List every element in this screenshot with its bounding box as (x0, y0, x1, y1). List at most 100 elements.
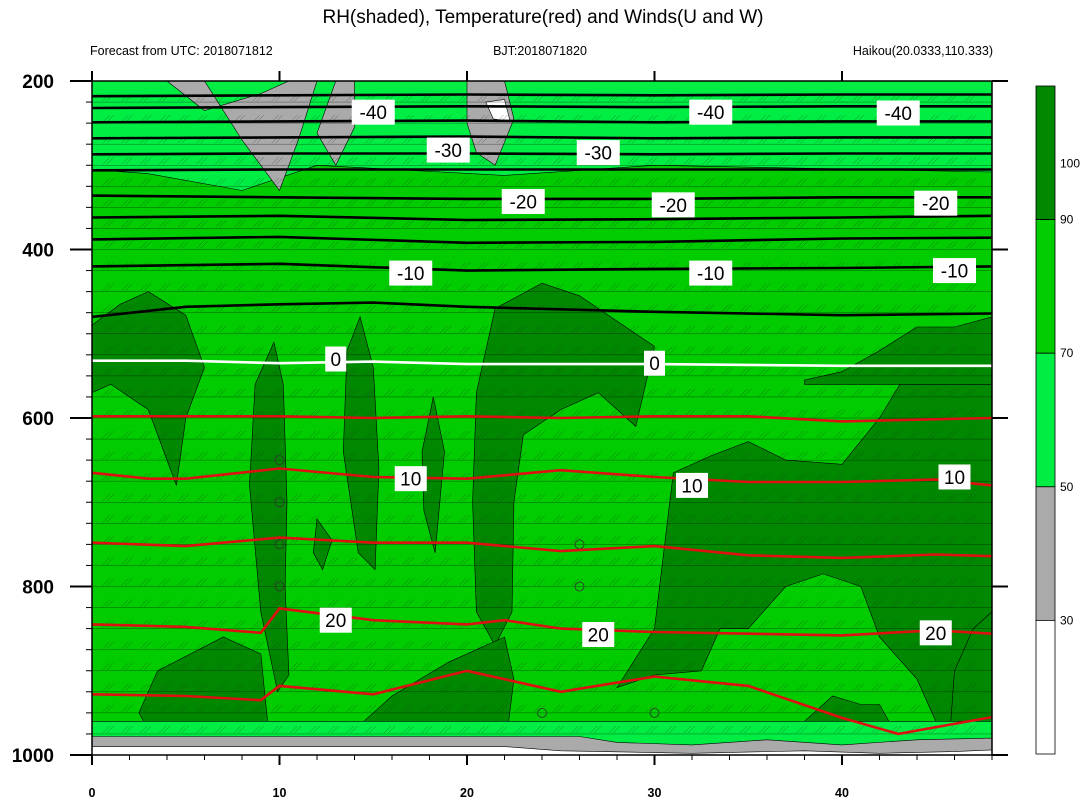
wind-barb (181, 220, 189, 228)
wind-barb (950, 283, 958, 291)
wind-barb (515, 178, 523, 186)
wind-barb (106, 325, 114, 333)
wind-barb (837, 430, 846, 439)
wind-barb (687, 620, 696, 628)
wind-barb (312, 704, 321, 713)
wind-barb (144, 199, 152, 207)
wind-barb (200, 494, 208, 502)
wind-barb (271, 620, 279, 628)
wind-barb (556, 578, 564, 586)
wind-barb (444, 662, 452, 670)
wind-barb (650, 641, 658, 649)
wind-barb (950, 241, 958, 249)
wind-barb (950, 346, 958, 354)
wind-barb (346, 662, 354, 670)
wind-barb (440, 683, 448, 691)
wind-barb (931, 451, 939, 460)
wind-barb (950, 683, 958, 691)
wind-barb (252, 430, 260, 439)
wind-barb (856, 388, 864, 397)
wind-barb (871, 367, 879, 376)
wind-barb (833, 409, 842, 418)
wind-barb (683, 451, 692, 460)
wind-barb (665, 283, 673, 291)
wind-barb (683, 578, 692, 586)
wind-barb (612, 704, 621, 713)
wind-barb (627, 388, 635, 397)
wind-barb (177, 346, 185, 354)
wind-barb (552, 536, 560, 544)
wind-barb (683, 641, 692, 649)
wind-barb (815, 536, 823, 544)
wind-barb (665, 304, 673, 312)
wind-barb (327, 220, 335, 228)
isotherm-label-box (938, 464, 971, 490)
wind-barb (312, 473, 321, 481)
wind-barb (965, 578, 973, 586)
wind-barb (533, 346, 542, 354)
wind-barb (275, 367, 283, 376)
wind-barb (575, 725, 583, 734)
wind-barb (781, 515, 789, 523)
isotherm-label: 10 (944, 468, 965, 489)
wind-barb (215, 199, 223, 207)
wind-barb (519, 662, 527, 670)
wind-barb (271, 473, 279, 481)
wind-barb (162, 157, 171, 165)
wind-barb (421, 220, 429, 228)
wind-barb (815, 304, 823, 312)
wind-barb (290, 620, 298, 628)
wind-barb (294, 578, 302, 586)
wind-barb (796, 725, 804, 734)
wind-barb (294, 430, 302, 439)
wind-barb (650, 114, 658, 123)
wind-barb (158, 494, 167, 502)
wind-barb (890, 683, 898, 691)
wind-barb (177, 199, 185, 207)
wind-barb (162, 683, 171, 691)
wind-barb (294, 325, 302, 333)
wind-barb (515, 367, 523, 376)
wind-barb (383, 557, 392, 565)
wind-barb (271, 199, 279, 207)
wind-barb (290, 494, 298, 502)
wind-barb (950, 704, 958, 713)
wind-barb (537, 451, 546, 460)
wind-barb (458, 599, 467, 607)
wind-barb (308, 494, 317, 502)
wind-barb (758, 220, 767, 228)
wind-barb (852, 641, 860, 649)
wind-barb (219, 199, 227, 207)
wind-barb (912, 346, 921, 354)
wind-barb (590, 178, 598, 186)
wind-barb (777, 220, 785, 228)
wind-barb (444, 367, 452, 376)
wind-barb (440, 220, 448, 228)
wind-barb (533, 283, 542, 291)
isotherm-labels: -40 -40 -40-30 -30-20 -20 -20-10 -10 -100 010 10 1… (319, 99, 976, 648)
wind-barb (462, 199, 471, 207)
wind-barb (819, 346, 827, 354)
wind-barb (444, 451, 452, 460)
wind-barb (162, 367, 171, 376)
wind-barb (444, 283, 452, 291)
wind-barb (387, 388, 396, 397)
wind-barb (162, 578, 171, 586)
wind-barb (125, 283, 133, 291)
wind-barb (533, 367, 542, 376)
wind-barb (444, 515, 452, 523)
wind-barb (946, 704, 954, 713)
wind-barb (856, 346, 864, 354)
wind-barb (533, 262, 542, 270)
wind-barb (177, 536, 185, 544)
wind-barb (946, 662, 954, 670)
wind-barb (369, 283, 377, 291)
wind-barb (856, 157, 864, 165)
wind-barb (237, 725, 246, 734)
wind-barb (219, 557, 227, 565)
wind-barb (327, 388, 335, 397)
wind-barb (144, 346, 152, 354)
wind-barb (950, 494, 958, 502)
wind-barb (402, 494, 410, 502)
wind-barb (631, 367, 639, 376)
